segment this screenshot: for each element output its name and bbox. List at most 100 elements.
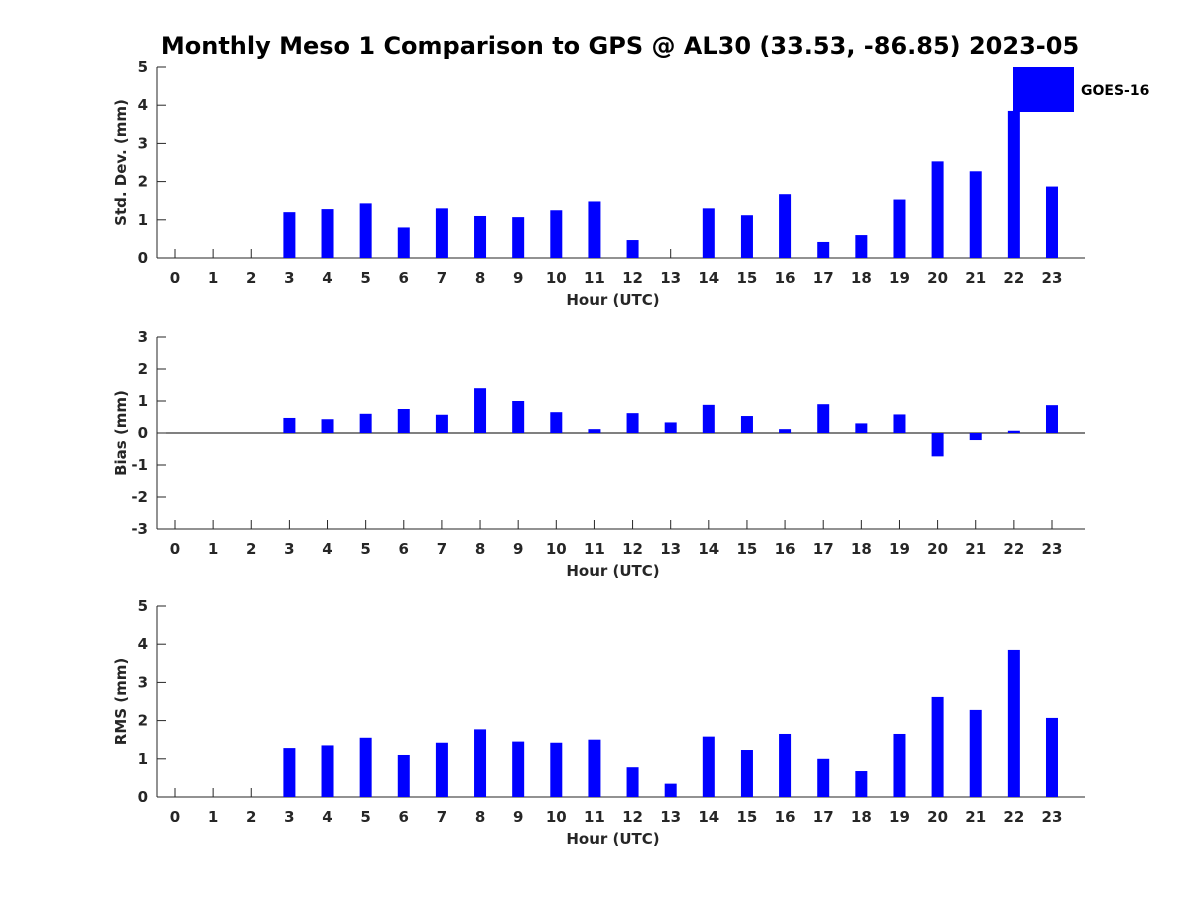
y-axis-label: RMS (mm): [112, 658, 130, 745]
y-tick-label: 1: [138, 211, 148, 229]
bar-hour-10: [550, 412, 563, 433]
x-tick-label: 1: [208, 269, 218, 287]
x-tick-label: 19: [889, 269, 910, 287]
y-tick-label: 2: [138, 173, 148, 191]
bar-hour-6: [397, 409, 410, 433]
x-tick-label: 21: [965, 808, 986, 826]
bar-hour-18: [855, 771, 868, 797]
x-tick-label: 20: [927, 540, 948, 558]
y-tick-label: 1: [138, 750, 148, 768]
bar-hour-5: [359, 413, 372, 433]
x-tick-label: 14: [698, 269, 719, 287]
bar-hour-8: [474, 729, 487, 797]
y-tick-label: 3: [138, 134, 148, 152]
x-tick-label: 0: [170, 808, 180, 826]
x-tick-label: 10: [546, 540, 567, 558]
x-tick-label: 1: [208, 808, 218, 826]
bar-hour-17: [817, 758, 830, 797]
bar-hour-17: [817, 241, 830, 258]
x-tick-label: 23: [1042, 808, 1063, 826]
x-axis-label: Hour (UTC): [566, 291, 659, 309]
bar-hour-20: [931, 433, 944, 457]
x-tick-label: 21: [965, 269, 986, 287]
bar-hour-9: [512, 401, 525, 433]
x-tick-label: 3: [284, 808, 294, 826]
x-tick-label: 0: [170, 269, 180, 287]
x-tick-label: 4: [322, 808, 332, 826]
x-tick-label: 19: [889, 808, 910, 826]
bar-hour-9: [512, 741, 525, 797]
x-tick-label: 10: [546, 269, 567, 287]
x-tick-label: 18: [851, 269, 872, 287]
y-tick-label: -2: [131, 488, 148, 506]
bar-hour-7: [435, 208, 448, 258]
bar-hour-10: [550, 742, 563, 797]
x-tick-label: 11: [584, 540, 605, 558]
x-tick-label: 10: [546, 808, 567, 826]
bar-hour-11: [588, 739, 601, 797]
bar-hour-15: [740, 215, 753, 258]
bar-hour-17: [817, 404, 830, 433]
x-tick-label: 17: [813, 808, 834, 826]
bar-hour-4: [321, 419, 334, 433]
x-tick-label: 7: [437, 540, 447, 558]
bar-hour-7: [435, 414, 448, 433]
x-tick-label: 23: [1042, 269, 1063, 287]
y-axis-label: Std. Dev. (mm): [112, 99, 130, 226]
bar-hour-6: [397, 227, 410, 258]
bar-hour-9: [512, 217, 525, 258]
bar-hour-11: [588, 429, 601, 433]
x-tick-label: 8: [475, 269, 485, 287]
bar-hour-19: [893, 733, 906, 797]
chart-title: Monthly Meso 1 Comparison to GPS @ AL30 …: [161, 32, 1079, 60]
x-tick-label: 12: [622, 540, 643, 558]
bar-hour-23: [1045, 717, 1058, 797]
x-tick-label: 3: [284, 540, 294, 558]
bar-hour-16: [779, 733, 792, 797]
y-tick-label: 3: [138, 673, 148, 691]
x-tick-label: 5: [360, 540, 370, 558]
bar-hour-22: [1007, 649, 1020, 797]
x-tick-label: 2: [246, 269, 256, 287]
y-tick-label: 2: [138, 360, 148, 378]
bar-hour-16: [779, 429, 792, 433]
bar-hour-3: [283, 212, 296, 258]
y-tick-label: 0: [138, 788, 148, 806]
x-tick-label: 12: [622, 269, 643, 287]
bar-hour-22: [1007, 110, 1020, 259]
y-tick-label: 2: [138, 712, 148, 730]
bar-hour-5: [359, 203, 372, 258]
x-tick-label: 7: [437, 269, 447, 287]
x-tick-label: 14: [698, 808, 719, 826]
x-tick-label: 8: [475, 540, 485, 558]
y-tick-label: 5: [138, 58, 148, 76]
bar-hour-22: [1007, 430, 1020, 433]
legend-swatch-goes-16: [1013, 67, 1074, 112]
y-tick-label: -1: [131, 456, 148, 474]
x-tick-label: 6: [399, 269, 409, 287]
y-tick-label: 5: [138, 597, 148, 615]
bar-hour-18: [855, 423, 868, 433]
bar-hour-23: [1045, 186, 1058, 258]
x-tick-label: 9: [513, 540, 523, 558]
x-tick-label: 1: [208, 540, 218, 558]
legend: GOES-16: [1013, 67, 1149, 112]
x-tick-label: 18: [851, 540, 872, 558]
x-tick-label: 17: [813, 540, 834, 558]
x-tick-label: 15: [737, 269, 758, 287]
bar-hour-18: [855, 235, 868, 258]
bar-hour-14: [702, 208, 715, 258]
x-tick-label: 17: [813, 269, 834, 287]
x-tick-label: 14: [698, 540, 719, 558]
bar-hour-15: [740, 416, 753, 433]
bar-hour-11: [588, 201, 601, 258]
x-tick-label: 9: [513, 808, 523, 826]
x-axis-label: Hour (UTC): [566, 830, 659, 848]
x-tick-label: 16: [775, 269, 796, 287]
bar-hour-13: [664, 783, 677, 797]
x-tick-label: 22: [1003, 540, 1024, 558]
